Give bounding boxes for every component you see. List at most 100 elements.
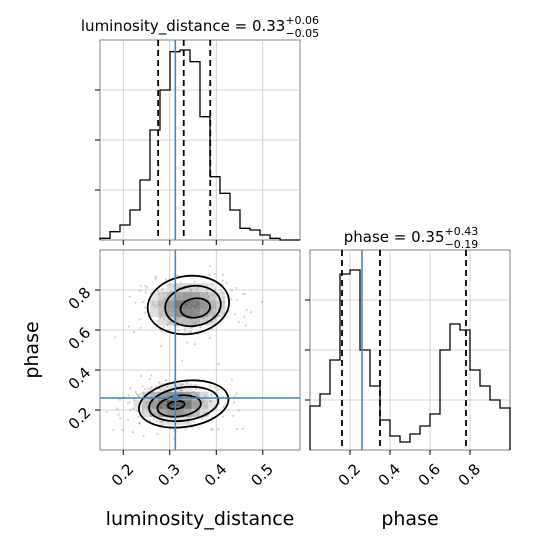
- luminosity-distance-histogram: [99, 49, 300, 241]
- sample-point: [147, 400, 150, 403]
- sample-point: [145, 402, 148, 405]
- sample-point: [168, 283, 171, 286]
- sample-point: [159, 313, 162, 316]
- sample-point: [137, 394, 140, 397]
- sample-point: [187, 305, 190, 309]
- sample-point: [166, 311, 169, 314]
- sample-point: [138, 421, 141, 425]
- phase-quantile-lines: [341, 250, 467, 450]
- density-cell: [200, 408, 209, 418]
- density-cell: [183, 400, 193, 409]
- phase-y-tick-label: 0.6: [65, 324, 95, 354]
- sample-point: [152, 392, 155, 395]
- sample-point: [237, 409, 240, 412]
- sample-point: [134, 390, 137, 394]
- density-cell: [133, 400, 143, 409]
- luminosity-distance-lower-error: −0.05: [285, 27, 319, 40]
- sample-point: [197, 305, 200, 308]
- sample-point: [219, 289, 222, 292]
- sample-point: [217, 315, 220, 318]
- phase-title-value: 0.35: [411, 228, 444, 246]
- density-cell: [175, 291, 184, 301]
- sample-point: [156, 320, 159, 323]
- sample-point: [260, 301, 263, 304]
- sample-point: [190, 398, 193, 401]
- sample-point: [189, 318, 192, 321]
- sample-point: [217, 428, 220, 431]
- sample-point: [164, 379, 168, 382]
- sample-point: [156, 432, 159, 435]
- sample-point: [213, 272, 216, 275]
- density-cell: [208, 291, 218, 301]
- sample-point: [208, 399, 211, 402]
- sample-point: [235, 299, 238, 302]
- sample-point: [154, 277, 157, 280]
- sample-point: [117, 413, 120, 416]
- sample-point: [169, 393, 172, 396]
- sample-point: [186, 296, 189, 299]
- sample-point: [170, 412, 174, 415]
- sample-point: [230, 289, 233, 292]
- density-cell: [141, 408, 151, 418]
- sample-point: [129, 387, 132, 390]
- sample-point: [180, 398, 183, 401]
- sample-point: [141, 385, 144, 388]
- sample-point: [139, 326, 142, 329]
- sample-point: [179, 291, 182, 294]
- sample-point: [209, 311, 212, 314]
- contour-line: [148, 385, 220, 423]
- sample-point: [208, 265, 212, 268]
- density-cell: [200, 300, 209, 309]
- sample-point: [161, 404, 164, 407]
- density-cell: [183, 325, 193, 334]
- sample-point: [161, 288, 164, 292]
- sample-point: [210, 320, 213, 323]
- sample-point: [166, 305, 169, 308]
- sample-point: [143, 306, 146, 309]
- luminosity-distance-quantile-lines: [157, 40, 212, 240]
- sample-point: [192, 391, 195, 394]
- density-cell: [166, 308, 176, 318]
- density-cell: [200, 291, 209, 301]
- density-cell: [158, 300, 168, 309]
- phase-y-tick-label: 0.2: [65, 404, 95, 434]
- density-cell: [158, 308, 168, 318]
- density-cell: [208, 300, 218, 309]
- sample-point: [161, 404, 164, 407]
- sample-point: [212, 313, 215, 316]
- sample-point: [163, 318, 166, 321]
- sample-point: [129, 408, 132, 411]
- sample-point: [221, 291, 224, 294]
- sample-point: [184, 401, 188, 404]
- sample-point: [112, 428, 115, 431]
- density-cell: [208, 283, 218, 293]
- sample-point: [161, 301, 164, 304]
- sample-point: [197, 311, 200, 314]
- sample-point: [217, 301, 220, 304]
- sample-point: [191, 307, 194, 310]
- density-cell: [183, 316, 193, 326]
- sample-point: [150, 404, 153, 407]
- sample-point: [187, 398, 190, 401]
- sample-point: [119, 417, 122, 420]
- sample-point: [206, 291, 209, 294]
- sample-point: [196, 307, 199, 310]
- sample-point: [186, 415, 189, 418]
- sample-point: [184, 317, 187, 320]
- phase-x-tick-label: 0.2: [335, 460, 365, 490]
- density-cell: [158, 383, 168, 393]
- sample-point: [166, 409, 169, 413]
- phase-title-prefix: phase =: [344, 228, 411, 246]
- density-cell: [216, 291, 226, 301]
- sample-point: [148, 419, 152, 422]
- sample-point: [201, 417, 204, 420]
- sample-point: [163, 395, 166, 398]
- sample-point: [176, 315, 179, 318]
- sample-point: [195, 404, 199, 407]
- sample-point: [163, 388, 166, 392]
- sample-point: [208, 273, 211, 277]
- density-cell: [175, 408, 184, 418]
- sample-point: [194, 322, 197, 325]
- panel-ticks: [95, 89, 264, 245]
